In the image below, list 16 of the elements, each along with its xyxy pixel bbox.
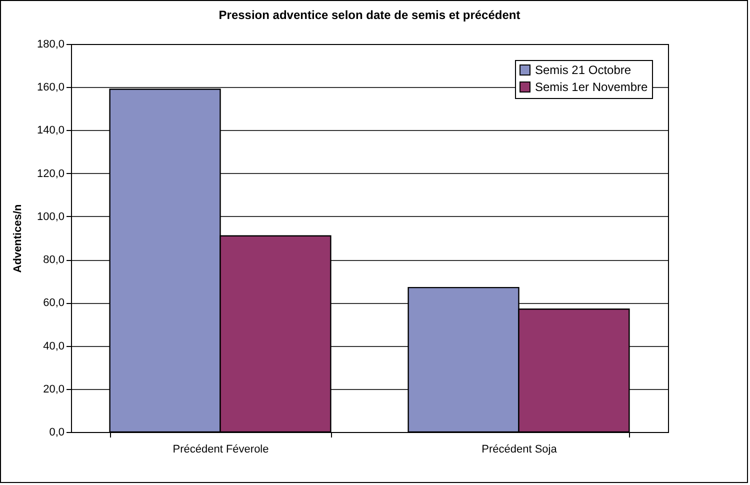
y-tick-label: 100,0 bbox=[36, 210, 64, 223]
chart-title: Pression adventice selon date de semis et précédent bbox=[218, 8, 520, 22]
legend-label: Semis 21 Octobre bbox=[535, 63, 632, 77]
y-tick-label: 40,0 bbox=[43, 340, 64, 352]
y-axis-title: Adventices/n bbox=[12, 204, 24, 273]
x-tick-label: Précédent Soja bbox=[482, 444, 558, 456]
y-tick-label: 20,0 bbox=[43, 383, 64, 396]
y-tick-label: 120,0 bbox=[36, 168, 64, 180]
y-tick-label: 60,0 bbox=[43, 297, 64, 310]
y-tick-label: 140,0 bbox=[36, 124, 64, 137]
y-tick-label: 0,0 bbox=[49, 426, 64, 438]
y-tick-label: 160,0 bbox=[36, 82, 64, 94]
y-tick-label: 80,0 bbox=[43, 254, 64, 266]
legend-label: Semis 1er Novembre bbox=[535, 80, 648, 94]
x-tick-label: Précédent Féverole bbox=[172, 444, 269, 456]
y-tick-label: 180,0 bbox=[36, 38, 64, 50]
